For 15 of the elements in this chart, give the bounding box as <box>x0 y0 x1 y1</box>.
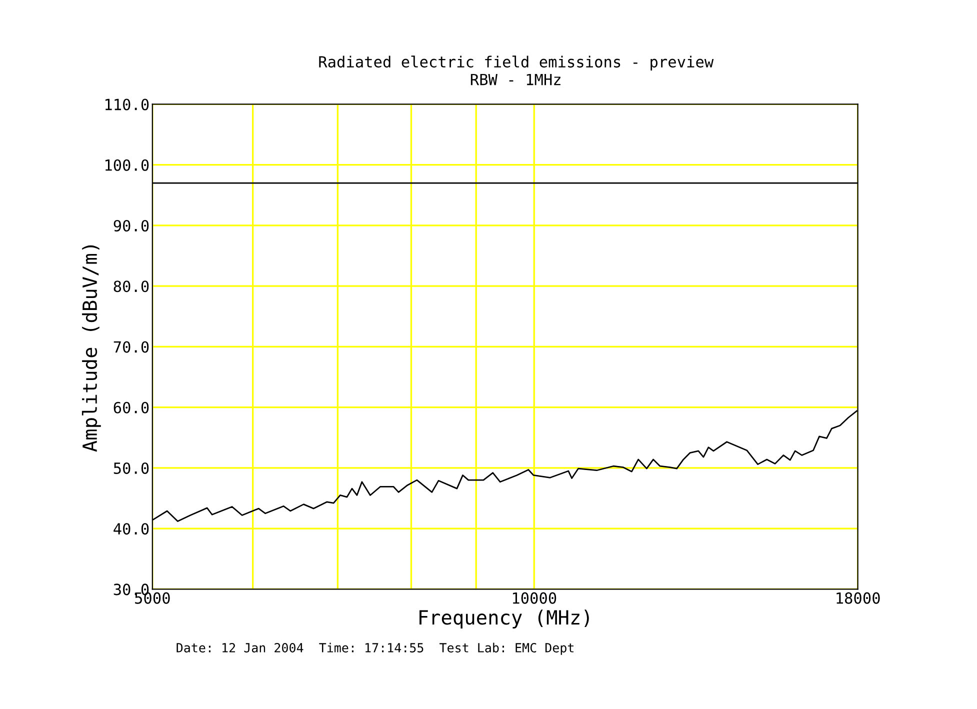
y-axis-title: Amplitude (dBuV/m) <box>82 245 101 452</box>
x-tick-label: 18000 <box>836 592 880 604</box>
y-tick-label: 60.0 <box>114 402 149 414</box>
y-tick-label: 80.0 <box>114 280 149 292</box>
y-tick-label: 100.0 <box>105 159 149 171</box>
y-tick-label: 70.0 <box>114 341 149 353</box>
x-axis-title: Frequency (MHz) <box>420 610 589 629</box>
y-tick-label: 90.0 <box>114 220 149 232</box>
chart-subtitle: RBW - 1MHz <box>470 74 560 86</box>
text: Date: 12 Jan 2004 Time: 17:14:55 Test Lab: EMC Dept <box>176 642 574 655</box>
chart-title: Radiated electric field emissions - preview <box>319 56 714 71</box>
y-tick-label: 110.0 <box>105 98 149 110</box>
y-tick-label: 40.0 <box>114 523 149 535</box>
y-tick-label: 50.0 <box>114 462 149 474</box>
x-tick-label: 10000 <box>512 592 556 604</box>
